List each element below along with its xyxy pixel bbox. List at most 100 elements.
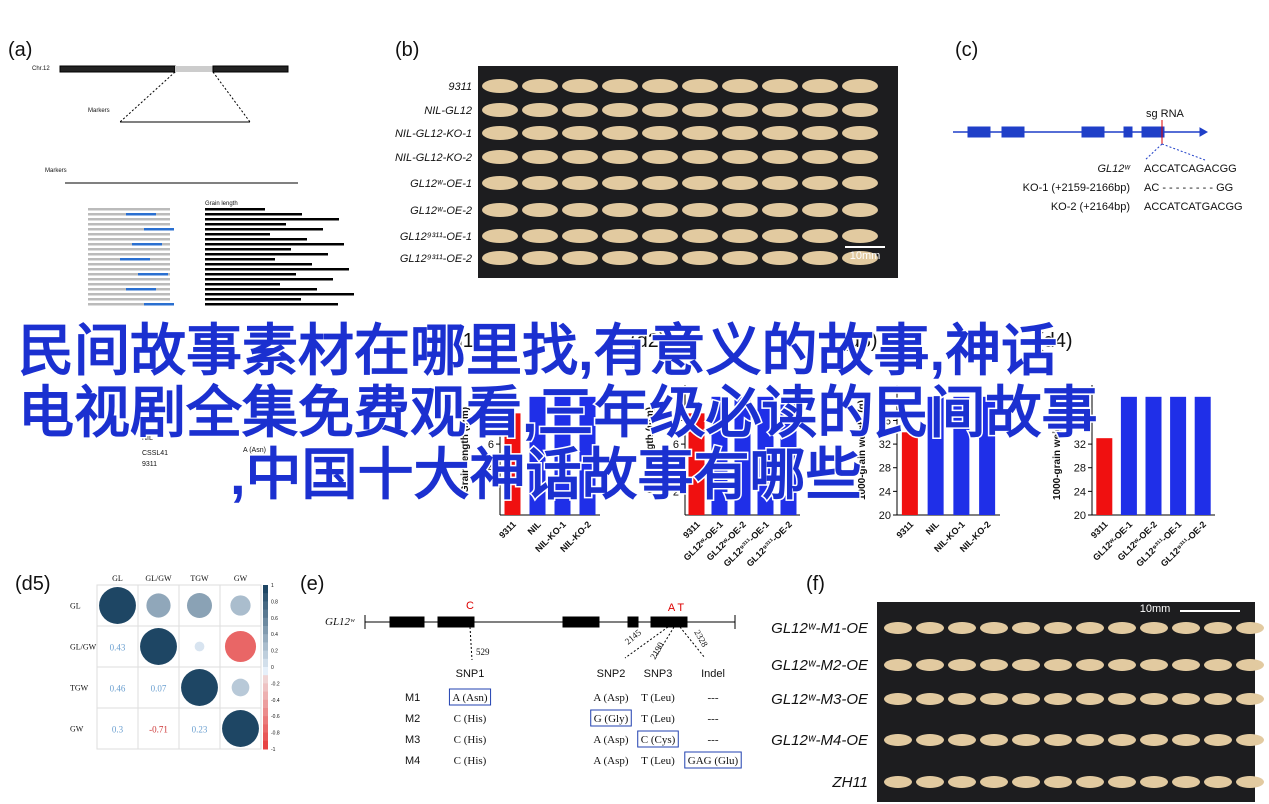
grain bbox=[762, 103, 798, 117]
y-tick-label: 32 bbox=[879, 439, 891, 451]
y-tick-label: 20 bbox=[879, 510, 891, 522]
grains bbox=[884, 622, 1264, 788]
panel-label: (f) bbox=[806, 573, 825, 595]
panel-label: (b) bbox=[395, 39, 419, 61]
grain bbox=[1044, 659, 1072, 671]
grain bbox=[802, 126, 838, 140]
grain bbox=[916, 734, 944, 746]
corr-circle bbox=[99, 587, 136, 624]
grain bbox=[482, 103, 518, 117]
grain bbox=[1172, 622, 1200, 634]
sequence: ACCATCATGACGG bbox=[1144, 201, 1243, 213]
grain bbox=[522, 229, 558, 243]
bar bbox=[901, 432, 918, 515]
grain bbox=[562, 251, 598, 265]
grain bbox=[842, 126, 878, 140]
grain bbox=[602, 150, 638, 164]
colorbar-label: -0.8 bbox=[271, 731, 280, 737]
grain bbox=[1076, 776, 1104, 788]
phenotype-bar bbox=[205, 293, 354, 296]
grain bbox=[948, 622, 976, 634]
genotype-bar bbox=[88, 233, 170, 236]
grain bbox=[980, 693, 1008, 705]
row-label: M1 bbox=[405, 692, 420, 704]
highlight-box bbox=[590, 709, 632, 727]
grain bbox=[802, 176, 838, 190]
corr-circle bbox=[181, 669, 218, 706]
zoom bbox=[119, 71, 176, 123]
grain bbox=[1108, 776, 1136, 788]
position: 2190 bbox=[648, 640, 666, 661]
y-axis-label: Grain length (mm) bbox=[645, 407, 656, 493]
grain bbox=[562, 176, 598, 190]
grain bbox=[1076, 693, 1104, 705]
genotype-bar bbox=[88, 293, 170, 296]
colorbar-label: 0.6 bbox=[271, 616, 278, 622]
corr-circle bbox=[224, 630, 257, 663]
grain bbox=[1204, 622, 1232, 634]
grain bbox=[980, 734, 1008, 746]
genotype-bar bbox=[88, 228, 170, 231]
grain bbox=[948, 776, 976, 788]
grain bbox=[980, 622, 1008, 634]
exon bbox=[650, 616, 688, 628]
grain bbox=[682, 103, 718, 117]
bar bbox=[554, 396, 571, 515]
row-label: GL12⁹³¹¹-OE-1 bbox=[400, 231, 472, 243]
overlay-text: 电视剧全集免费观看,三年级必读的民间故事 bbox=[18, 381, 1098, 444]
bar bbox=[927, 396, 944, 515]
y-tick-label: 2 bbox=[673, 486, 679, 498]
colorbar bbox=[263, 699, 268, 709]
x-tick-label: 9311 bbox=[497, 519, 518, 540]
grain bbox=[682, 251, 718, 265]
overlay-text: 民间故事素材在哪里找,有意义的故事,神话 bbox=[18, 319, 1057, 382]
genotype-bar bbox=[88, 268, 170, 271]
overlay-text: ,中国十大神话故事有哪些 bbox=[230, 443, 862, 506]
row-label: 9311 bbox=[448, 81, 472, 93]
row-label: GL12ʷ-M3-OE bbox=[771, 691, 869, 708]
genotype-bar bbox=[88, 208, 170, 211]
chromosome bbox=[175, 66, 213, 72]
grain bbox=[802, 150, 838, 164]
exon bbox=[389, 616, 425, 628]
grain bbox=[1108, 693, 1136, 705]
panel-a bbox=[59, 65, 298, 184]
grain bbox=[1140, 622, 1168, 634]
corr-value: 0.43 bbox=[110, 643, 126, 653]
grain bbox=[762, 79, 798, 93]
grain bbox=[1076, 659, 1104, 671]
grain bbox=[1108, 734, 1136, 746]
grain bbox=[522, 126, 558, 140]
cell bbox=[219, 707, 262, 750]
grain bbox=[602, 176, 638, 190]
zoom bbox=[1161, 143, 1206, 161]
grain bbox=[482, 176, 518, 190]
genotype-bar bbox=[88, 253, 170, 256]
phenotype-bar bbox=[205, 223, 286, 226]
colorbar bbox=[263, 650, 268, 660]
grain bbox=[642, 176, 678, 190]
colorbar bbox=[263, 667, 268, 676]
grain bbox=[482, 126, 518, 140]
colorbar bbox=[263, 724, 268, 734]
exon bbox=[1141, 126, 1165, 138]
grain bbox=[1140, 776, 1168, 788]
grain bbox=[1044, 693, 1072, 705]
grain bbox=[884, 776, 912, 788]
colorbar-label: 0.8 bbox=[271, 599, 278, 605]
grain bbox=[1012, 734, 1040, 746]
y-tick-label: 4 bbox=[488, 463, 494, 475]
colorbar-label: 0.2 bbox=[271, 649, 278, 655]
corr-value: 0.23 bbox=[192, 725, 208, 735]
x-tick-label: GL12⁹³¹¹-OE-2 bbox=[1159, 519, 1208, 568]
corr-value: 0.3 bbox=[112, 725, 124, 735]
grain bbox=[482, 79, 518, 93]
grain bbox=[916, 659, 944, 671]
row-label: M2 bbox=[405, 713, 420, 725]
cell: G (Gly) bbox=[594, 713, 629, 725]
bar bbox=[579, 396, 596, 515]
grain bbox=[522, 79, 558, 93]
genotype-bar bbox=[126, 213, 156, 216]
label: Grain length bbox=[205, 201, 238, 207]
panel-label: (d1) bbox=[445, 330, 481, 352]
